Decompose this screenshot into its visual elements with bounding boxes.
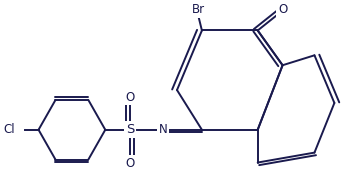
Text: Br: Br <box>192 3 205 16</box>
Text: Cl: Cl <box>4 123 15 136</box>
Text: O: O <box>126 157 135 170</box>
Text: O: O <box>126 90 135 104</box>
Text: S: S <box>126 123 134 136</box>
Text: N: N <box>159 123 168 136</box>
Text: O: O <box>278 3 287 16</box>
